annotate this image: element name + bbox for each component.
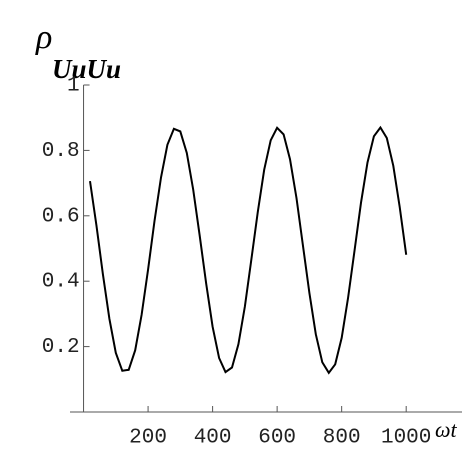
x-tick-label: 400 — [194, 427, 232, 450]
y-tick-label: 0.4 — [42, 271, 80, 294]
x-tick-label: 800 — [323, 427, 361, 450]
x-tick-label: 200 — [129, 427, 167, 450]
y-tick-label: 0.6 — [42, 205, 80, 228]
y-label: ρ — [35, 19, 52, 56]
x-tick-label: 1000 — [381, 427, 431, 450]
y-label-subscript: UuUu — [52, 54, 121, 84]
y-tick-label: 0.2 — [42, 336, 80, 359]
data-line — [89, 125, 408, 375]
x-label: ωt — [435, 417, 458, 442]
y-tick-label: 0.8 — [42, 140, 80, 163]
x-tick-label: 600 — [258, 427, 296, 450]
y-tick-label: 1 — [67, 75, 80, 98]
